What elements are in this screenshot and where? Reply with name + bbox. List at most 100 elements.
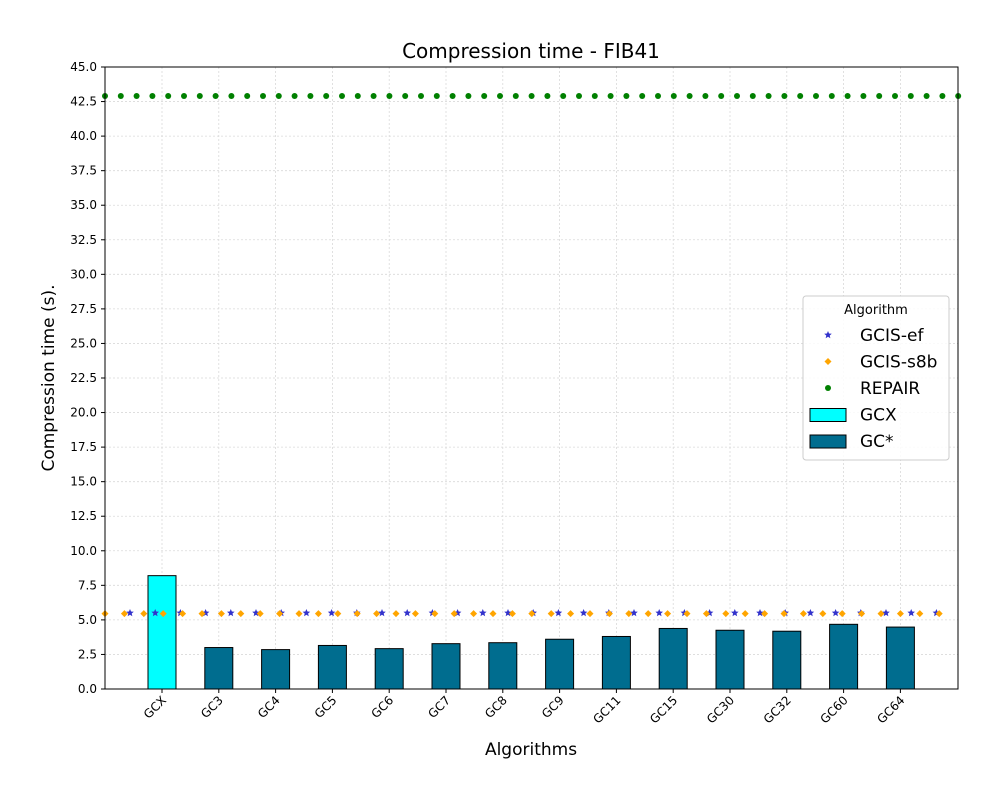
marker-repair [275,93,282,100]
marker-gcis-ef [151,608,159,617]
marker-repair [655,93,661,100]
marker-gcis-ef [655,608,663,617]
marker-repair [623,93,630,100]
y-tick-label: 30.0 [70,267,97,281]
y-tick-label: 22.5 [70,371,97,385]
marker-repair [260,93,266,100]
bar-gc7 [431,643,461,690]
legend-gcx-label: GCX [860,406,897,426]
marker-repair [386,93,393,100]
marker-repair [370,93,377,100]
bar-gc15 [658,627,688,690]
bar-gc11 [601,635,631,690]
y-tick-label: 32.5 [70,233,97,247]
marker-gcis-s8b [838,610,846,618]
marker-repair [165,93,172,100]
marker-gcis-s8b [722,610,730,618]
x-axis-label: Algorithms [485,740,577,760]
marker-gcis-s8b [896,610,904,618]
marker-repair [607,93,614,100]
marker-gcis-s8b [761,610,769,618]
marker-gcis-ef [126,608,134,617]
x-tick-label: GC8 [482,693,510,721]
bar-gcx [147,575,177,690]
x-tick-label: GC60 [818,693,851,726]
y-tick-label: 15.0 [70,475,97,489]
marker-gcis-s8b [120,610,128,618]
marker-gcis-s8b [373,610,381,618]
marker-repair [196,93,203,100]
bar-gc3 [204,647,234,690]
marker-gcis-s8b [702,610,710,618]
marker-gcis-s8b [198,610,206,618]
marker-repair [528,93,535,100]
y-tick-label: 20.0 [70,406,97,420]
marker-gcis-s8b [237,610,245,618]
legend-gcx-swatch [809,408,847,422]
marker-gcis-s8b [470,610,478,618]
x-tick-label: GC5 [312,693,340,721]
marker-gcis-ef [378,608,386,617]
reference-markers [101,93,962,618]
bar-gc60 [829,623,859,690]
marker-repair [544,93,551,100]
legend-gc-label: GC* [860,432,894,452]
marker-gcis-ef [831,608,840,617]
marker-gcis-s8b [392,610,400,618]
marker-repair [418,93,424,100]
marker-repair [813,93,819,100]
y-tick-label: 25.0 [70,336,97,350]
marker-gcis-s8b [586,610,594,618]
marker-gcis-s8b [528,610,536,618]
marker-repair [797,93,804,100]
marker-repair [228,93,235,100]
marker-repair [781,93,788,100]
marker-gcis-ef [882,608,890,617]
marker-repair [149,93,156,100]
marker-repair [181,93,187,100]
x-tick-label: GC32 [761,693,794,726]
marker-gcis-ef [630,608,638,617]
marker-repair [718,93,725,100]
marker-gcis-s8b [217,610,225,618]
y-tick-label: 42.5 [70,95,97,109]
marker-gcis-s8b [916,610,924,618]
marker-repair [481,93,488,100]
y-tick-label: 40.0 [70,129,97,143]
marker-gcis-s8b [741,610,749,618]
marker-repair [702,93,709,100]
marker-gcis-s8b [567,610,575,618]
marker-repair [117,93,124,100]
marker-repair [512,93,519,100]
y-tick-label: 37.5 [70,164,97,178]
marker-repair [892,93,898,100]
marker-gcis-ef [579,608,588,617]
marker-repair [670,93,677,100]
marker-gcis-ef [227,608,235,617]
marker-repair [291,93,298,100]
marker-repair [765,93,772,100]
y-tick-label: 17.5 [70,440,97,454]
marker-repair [939,93,946,100]
marker-repair [449,93,456,100]
marker-gcis-s8b [256,610,264,618]
marker-gcis-ef [302,608,311,617]
marker-repair [828,93,835,100]
marker-repair [876,93,883,100]
marker-repair [686,93,693,100]
legend-repair-label: REPAIR [860,379,920,399]
marker-repair [860,93,867,100]
marker-repair [639,93,646,100]
legend-title: Algorithm [844,303,908,318]
y-tick-label: 0.0 [78,682,97,696]
marker-gcis-s8b [334,610,342,618]
marker-gcis-s8b [353,610,361,618]
x-tick-label: GC7 [425,693,453,721]
legend-gcis-ef-marker [824,331,832,339]
marker-gcis-s8b [664,610,672,618]
x-tick-label: GC11 [590,693,623,726]
x-tick-label: GC3 [198,693,226,721]
marker-repair [307,93,314,100]
marker-repair [433,93,440,100]
